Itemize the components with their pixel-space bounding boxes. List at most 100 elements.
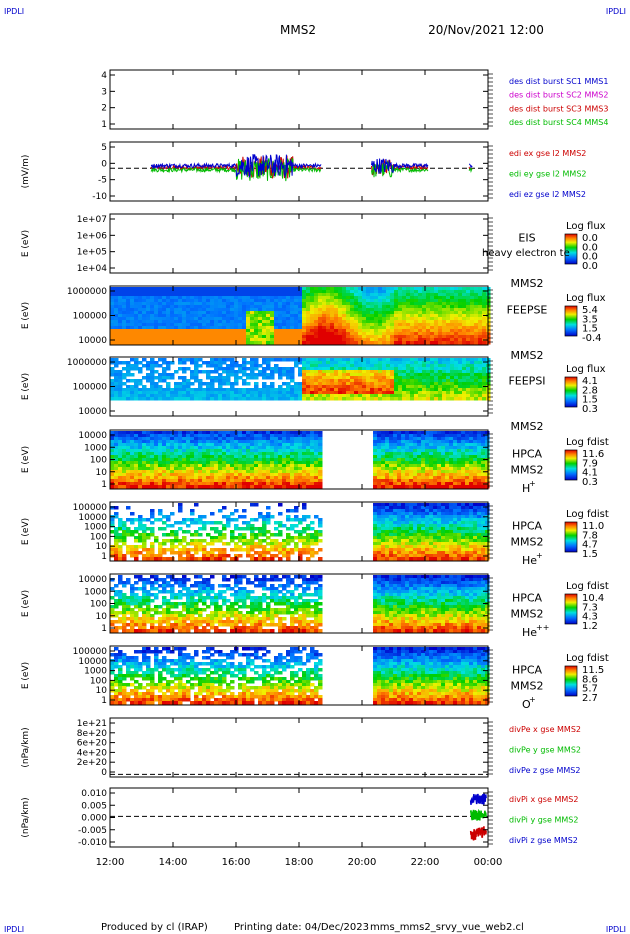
spectrogram-cell (458, 290, 463, 294)
spectrogram-cell (198, 320, 203, 324)
spectrogram-cell (182, 311, 187, 315)
spectrogram-cell (454, 293, 459, 297)
spectrogram-cell (182, 545, 187, 549)
spectrogram-cell (350, 397, 355, 401)
spectrogram-cell (461, 473, 466, 477)
spectrogram-cell (258, 317, 263, 321)
spectrogram-cell (358, 341, 363, 345)
spectrogram-cell (438, 364, 443, 368)
spectrogram-cell (110, 335, 115, 339)
spectrogram-cell (481, 452, 486, 456)
spectrogram-cell (429, 443, 434, 447)
spectrogram-cell (310, 311, 315, 315)
spectrogram-cell (434, 329, 439, 333)
spectrogram-cell (262, 382, 267, 386)
spectrogram-cell (278, 335, 283, 339)
spectrogram-cell (258, 467, 263, 471)
spectrogram-cell (154, 476, 159, 480)
spectrogram-cell (481, 449, 486, 453)
spectrogram-cell (290, 299, 295, 303)
spectrogram-cell (110, 443, 115, 447)
spectrogram-cell (262, 431, 267, 435)
spectrogram-cell (286, 482, 291, 486)
spectrogram-cell (422, 317, 427, 321)
spectrogram-cell (134, 536, 139, 540)
spectrogram-cell (170, 551, 175, 555)
spectrogram-cell (206, 299, 211, 303)
spectrogram-cell (174, 437, 179, 441)
spectrogram-cell (406, 296, 411, 300)
spectrogram-cell (286, 515, 291, 519)
spectrogram-cell (250, 296, 255, 300)
spectrogram-cell (118, 527, 123, 531)
spectrogram-cell (342, 296, 347, 300)
spectrogram-cell (250, 388, 255, 392)
spectrogram-cell (202, 287, 207, 291)
spectrogram-cell (270, 367, 275, 371)
spectrogram-cell (146, 296, 151, 300)
spectrogram-cell (174, 299, 179, 303)
spectrogram-cell (202, 370, 207, 374)
spectrogram-cell (134, 473, 139, 477)
spectrogram-cell (454, 382, 459, 386)
spectrogram-cell (250, 461, 255, 465)
spectrogram-cell (330, 397, 335, 401)
spectrogram-cell (138, 434, 143, 438)
spectrogram-cell (130, 530, 135, 534)
spectrogram-cell (242, 464, 247, 468)
spectrogram-cell (449, 434, 454, 438)
spectrogram-cell (278, 446, 283, 450)
spectrogram-cell (150, 358, 155, 362)
spectrogram-cell (198, 329, 203, 333)
spectrogram-cell (150, 527, 155, 531)
spectrogram-cell (254, 434, 259, 438)
spectrogram-cell (322, 332, 327, 336)
spectrogram-cell (310, 296, 315, 300)
spectrogram-cell (190, 473, 195, 477)
spectrogram-cell (266, 391, 271, 395)
spectrogram-cell (250, 287, 255, 291)
spectrogram-cell (306, 305, 311, 309)
spectrogram-cell (434, 379, 439, 383)
spectrogram-cell (449, 437, 454, 441)
spectrogram-cell (298, 557, 303, 561)
spectrogram-cell (250, 358, 255, 362)
spectrogram-cell (242, 314, 247, 318)
spectrogram-cell (254, 470, 259, 474)
spectrogram-cell (150, 311, 155, 315)
spectrogram-cell (222, 287, 227, 291)
spectrogram-cell (110, 373, 115, 377)
spectrogram-cell (222, 341, 227, 345)
spectrogram-cell (310, 449, 315, 453)
spectrogram-cell (290, 329, 295, 333)
spectrogram-cell (422, 385, 427, 389)
spectrogram-cell (122, 382, 127, 386)
spectrogram-cell (182, 431, 187, 435)
spectrogram-cell (298, 385, 303, 389)
spectrogram-cell (306, 379, 311, 383)
spectrogram-cell (334, 364, 339, 368)
spectrogram-cell (410, 335, 415, 339)
spectrogram-cell (214, 397, 219, 401)
spectrogram-cell (146, 335, 151, 339)
spectrogram-cell (210, 323, 215, 327)
spectrogram-cell (254, 385, 259, 389)
spectrogram-cell (389, 479, 394, 483)
spectrogram-cell (146, 554, 151, 558)
spectrogram-cell (274, 323, 279, 327)
spectrogram-cell (190, 440, 195, 444)
spectrogram-cell (126, 397, 131, 401)
spectrogram-cell (438, 320, 443, 324)
spectrogram-cell (254, 461, 259, 465)
spectrogram-cell (386, 385, 391, 389)
spectrogram-cell (202, 308, 207, 312)
spectrogram-cell (298, 455, 303, 459)
spectrogram-cell (362, 293, 367, 297)
spectrogram-cell (386, 299, 391, 303)
spectrogram-cell (262, 539, 267, 543)
spectrogram-cell (170, 545, 175, 549)
spectrogram-cell (242, 443, 247, 447)
spectrogram-cell (422, 341, 427, 345)
spectrogram-cell (314, 434, 319, 438)
spectrogram-cell (174, 467, 179, 471)
